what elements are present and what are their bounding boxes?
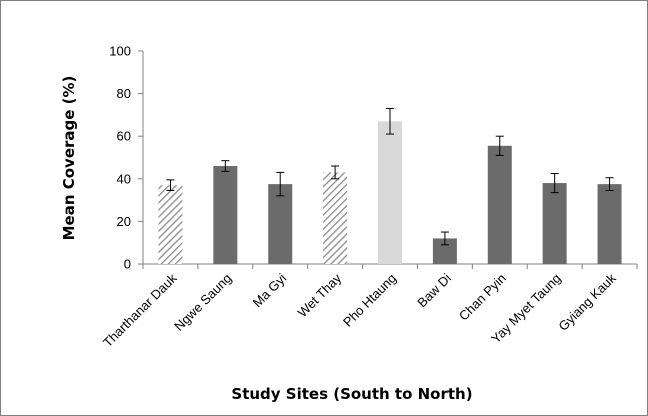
x-tick-label: Ma Gyi bbox=[250, 270, 290, 310]
bar bbox=[542, 183, 567, 264]
bar bbox=[487, 145, 512, 264]
bar bbox=[213, 166, 238, 264]
x-tick-label: Wet Thay bbox=[295, 270, 345, 320]
x-tick-label: Chan Pyin bbox=[456, 271, 509, 324]
x-tick-label: Baw Di bbox=[414, 270, 454, 310]
bars-group bbox=[158, 108, 622, 264]
y-tick-label: 100 bbox=[109, 44, 131, 59]
bar bbox=[268, 184, 293, 264]
y-tick-label: 40 bbox=[117, 171, 131, 186]
y-tick-label: 80 bbox=[117, 86, 131, 101]
y-tick-label: 60 bbox=[117, 129, 131, 144]
x-tick-label: Pho Htaung bbox=[340, 271, 399, 330]
x-tick-label: Ngwe Saung bbox=[171, 271, 234, 334]
bar bbox=[323, 172, 348, 264]
y-axis-title: Mean Coverage (%) bbox=[60, 76, 78, 241]
x-tick-label: Tharthanar Dauk bbox=[100, 270, 180, 350]
y-tick-label: 20 bbox=[117, 214, 131, 229]
bar bbox=[158, 185, 183, 264]
x-tick-label: Gyiang Kauk bbox=[555, 270, 619, 334]
y-tick-label: 0 bbox=[124, 257, 131, 272]
bar bbox=[378, 121, 402, 264]
x-axis-title: Study Sites (South to North) bbox=[231, 385, 472, 403]
bar bbox=[597, 184, 622, 264]
